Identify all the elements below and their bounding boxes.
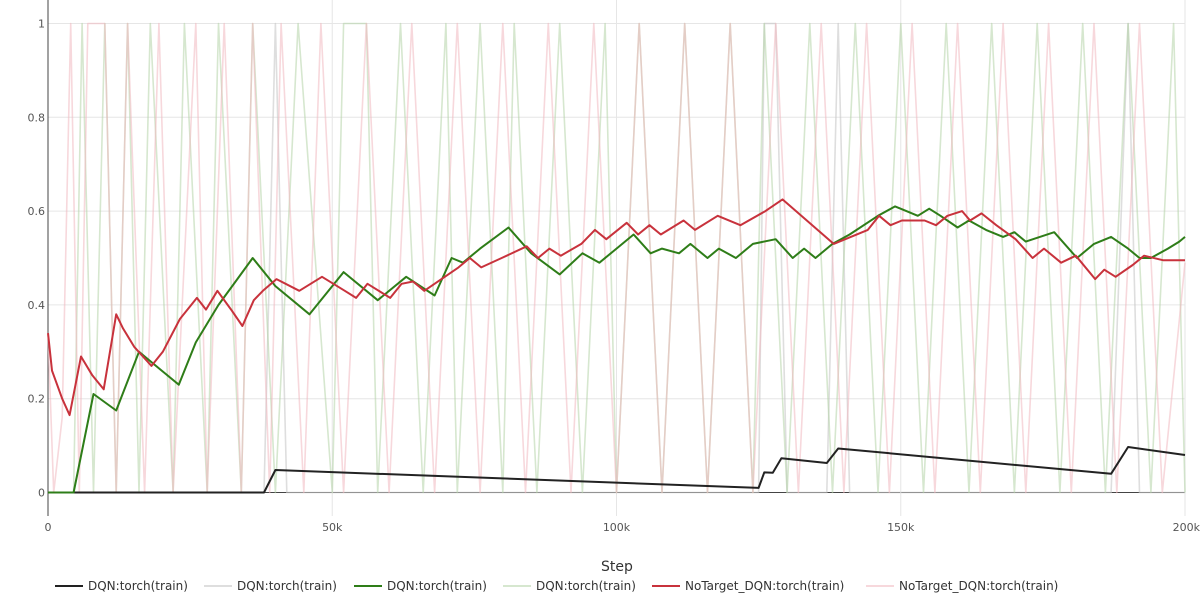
- legend-label: DQN:torch(train): [536, 579, 636, 593]
- y-tick-label: 0.4: [28, 299, 46, 312]
- legend-label: DQN:torch(train): [237, 579, 337, 593]
- axis-layer: 0 0.2 0.4 0.6 0.8 1 0 50k 100k 150k 200k: [28, 0, 1200, 534]
- x-tick-label: 100k: [603, 521, 631, 534]
- series-line-5: [47, 198, 1185, 417]
- series-line-1: [48, 446, 1186, 494]
- series-layer: [47, 22, 1186, 494]
- series-line-4: [48, 22, 1186, 494]
- y-tick-label: 0: [38, 487, 45, 500]
- legend-item-1[interactable]: DQN:torch(train): [55, 579, 188, 593]
- x-tick-label: 150k: [887, 521, 915, 534]
- y-tick-label: 1: [38, 17, 45, 30]
- series-line-6: [47, 22, 1186, 494]
- x-axis-title: Step: [601, 559, 633, 575]
- legend-label: DQN:torch(train): [387, 579, 487, 593]
- x-tick-label: 200k: [1173, 521, 1200, 534]
- legend: DQN:torch(train) DQN:torch(train) DQN:torc…: [55, 579, 1058, 593]
- legend-label: NoTarget_DQN:torch(train): [685, 579, 844, 593]
- legend-label: NoTarget_DQN:torch(train): [899, 579, 1058, 593]
- y-tick-label: 0.6: [28, 205, 46, 218]
- series-line-3: [48, 205, 1186, 494]
- legend-item-5[interactable]: NoTarget_DQN:torch(train): [652, 579, 844, 593]
- x-tick-label: 50k: [322, 521, 343, 534]
- legend-item-4[interactable]: DQN:torch(train): [503, 579, 636, 593]
- x-tick-label: 0: [45, 521, 52, 534]
- legend-label: DQN:torch(train): [88, 579, 188, 593]
- legend-item-3[interactable]: DQN:torch(train): [354, 579, 487, 593]
- legend-item-6[interactable]: NoTarget_DQN:torch(train): [866, 579, 1058, 593]
- y-tick-label: 0.8: [28, 111, 46, 124]
- legend-item-2[interactable]: DQN:torch(train): [204, 579, 337, 593]
- y-tick-label: 0.2: [28, 393, 46, 406]
